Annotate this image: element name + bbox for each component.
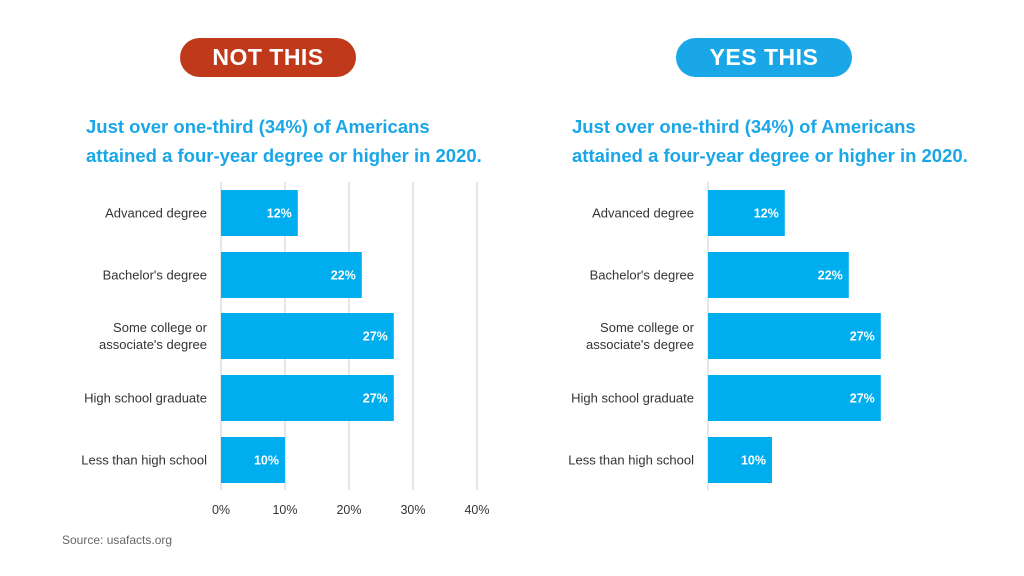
bar (221, 375, 394, 421)
chart-title: Just over one-third (34%) of Americans a… (572, 112, 992, 170)
x-tick-label: 0% (212, 503, 230, 517)
chart-title: Just over one-third (34%) of Americans a… (86, 112, 506, 170)
not-this-badge: NOT THIS (180, 38, 356, 77)
bar (221, 252, 362, 298)
yes-this-panel: YES THIS Just over one-third (34%) of Am… (486, 0, 986, 576)
x-tick-label: 30% (400, 503, 425, 517)
x-tick-label: 10% (272, 503, 297, 517)
not-this-panel: NOT THIS Just over one-third (34%) of Am… (0, 0, 500, 576)
category-label: Bachelor's degree (103, 268, 207, 283)
x-tick-label: 20% (336, 503, 361, 517)
bar-value-label: 10% (741, 454, 766, 468)
category-label: Advanced degree (592, 206, 694, 221)
yes-this-badge: YES THIS (676, 38, 852, 77)
bar (708, 313, 881, 359)
category-label: Some college or associate's degree (586, 320, 695, 352)
bar-value-label: 10% (254, 454, 279, 468)
bar (221, 437, 285, 483)
chart-title-line1: Just over one-third (34%) of Americans (86, 116, 430, 137)
chart-title-line2: attained a four-year degree or higher in… (86, 145, 482, 166)
bar-value-label: 12% (267, 207, 292, 221)
category-label: Advanced degree (105, 206, 207, 221)
bar (708, 190, 785, 236)
category-label: Less than high school (81, 453, 207, 468)
bar (708, 437, 772, 483)
source-note: Source: usafacts.org (62, 533, 173, 547)
bar (708, 252, 849, 298)
bar-chart-not-this: 0% 10% 20% 30% 40% 12% Advanced degree 22% Bache… (81, 182, 490, 517)
category-label: High school graduate (84, 391, 207, 406)
bar-value-label: 12% (754, 207, 779, 221)
category-label: Some college or associate's degree (99, 320, 208, 352)
bar-value-label: 27% (850, 330, 875, 344)
bar-value-label: 22% (331, 269, 356, 283)
category-label: High school graduate (571, 391, 694, 406)
bar-value-label: 22% (818, 269, 843, 283)
bar-value-label: 27% (850, 392, 875, 406)
bar-chart-yes-this: 12% Advanced degree 22% Bachelor's degree 27… (568, 182, 881, 490)
category-label: Bachelor's degree (590, 268, 694, 283)
bar (221, 190, 298, 236)
chart-title-line2: attained a four-year degree or higher in… (572, 145, 968, 166)
bar (221, 313, 394, 359)
bar-value-label: 27% (363, 330, 388, 344)
category-label: Less than high school (568, 453, 694, 468)
x-tick-label: 40% (464, 503, 489, 517)
bar-value-label: 27% (363, 392, 388, 406)
bar (708, 375, 881, 421)
chart-title-line1: Just over one-third (34%) of Americans (572, 116, 916, 137)
